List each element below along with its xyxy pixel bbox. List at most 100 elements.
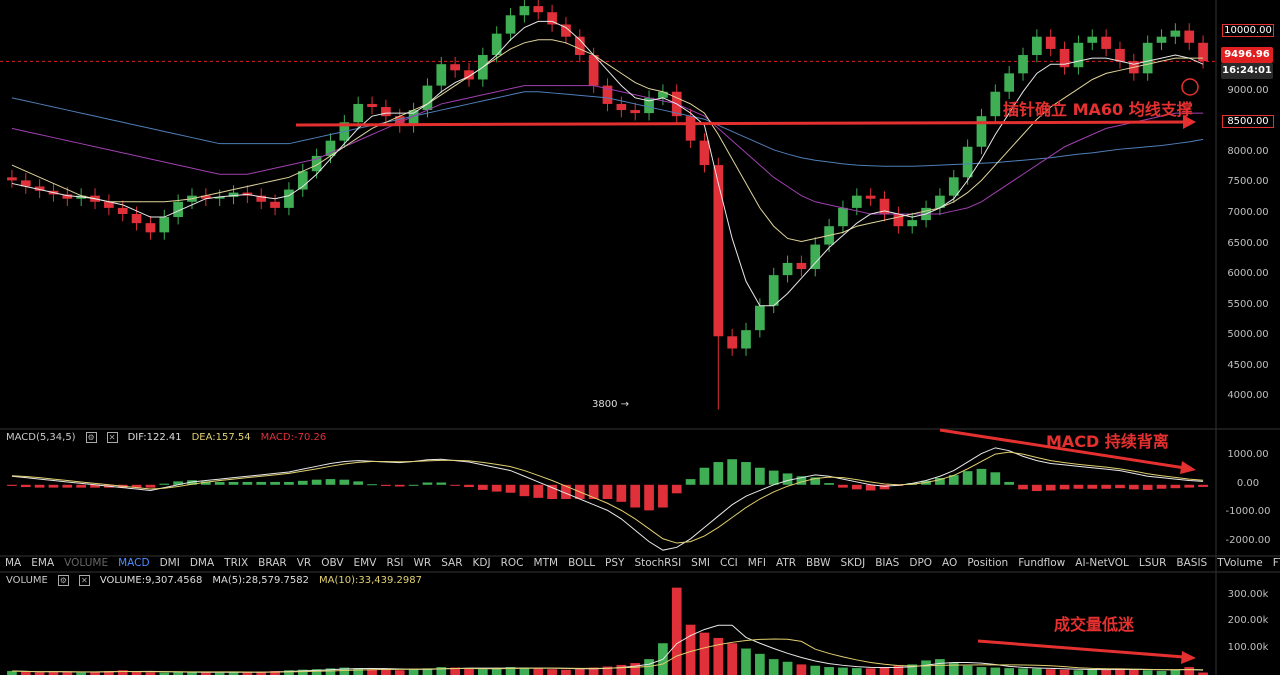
gear-icon[interactable]: ⚙	[58, 575, 69, 586]
price-tick-label: 7500.00	[1218, 176, 1278, 187]
macd-histogram-bar	[713, 462, 723, 485]
volume-bar	[1087, 670, 1097, 675]
tab-vr[interactable]: VR	[292, 557, 316, 571]
macd-histogram-bar	[215, 482, 225, 485]
tab-dma[interactable]: DMA	[185, 557, 219, 571]
tab-volume[interactable]: VOLUME	[59, 557, 113, 571]
tab-boll[interactable]: BOLL	[563, 557, 600, 571]
candle-body	[963, 147, 973, 178]
tab-bbw[interactable]: BBW	[801, 557, 835, 571]
tab-atr[interactable]: ATR	[771, 557, 801, 571]
volume-bar	[1171, 670, 1181, 675]
volume-bar	[990, 668, 1000, 675]
macd-histogram-bar	[520, 485, 530, 496]
tab-psy[interactable]: PSY	[600, 557, 629, 571]
volume-bar	[1004, 668, 1014, 675]
tab-skdj[interactable]: SKDJ	[835, 557, 870, 571]
tab-brar[interactable]: BRAR	[253, 557, 292, 571]
tab-ma[interactable]: MA	[0, 557, 26, 571]
macd-histogram-bar	[1046, 485, 1056, 491]
tab-mfi[interactable]: MFI	[743, 557, 771, 571]
volume-bar	[769, 659, 779, 675]
macd-histogram-bar	[824, 483, 834, 485]
price-tick-label: 5000.00	[1218, 329, 1278, 340]
macd-histogram-bar	[436, 483, 446, 485]
tab-wr[interactable]: WR	[409, 557, 437, 571]
tab-basis[interactable]: BASIS	[1171, 557, 1212, 571]
macd-histogram-bar	[298, 481, 308, 485]
volume-bar	[700, 633, 710, 675]
volume-bar	[838, 668, 848, 675]
macd-histogram-bar	[1018, 485, 1028, 490]
tab-bias[interactable]: BIAS	[870, 557, 904, 571]
volume-bar	[797, 664, 807, 675]
macd-histogram-bar	[159, 484, 169, 485]
candle-body	[159, 217, 169, 232]
candle-body	[589, 55, 599, 86]
volume-bar	[1184, 667, 1194, 675]
candle-body	[755, 306, 765, 330]
volume-legend: VOLUME ⚙ ✕ VOLUME:9,307.4568 MA(5):28,57…	[6, 575, 422, 586]
macd-histogram-bar	[783, 473, 793, 484]
gear-icon[interactable]: ⚙	[86, 432, 97, 443]
tab-sar[interactable]: SAR	[436, 557, 467, 571]
macd-histogram-bar	[977, 469, 987, 485]
volume-bar	[741, 649, 751, 675]
tab-dmi[interactable]: DMI	[155, 557, 185, 571]
tab-ema[interactable]: EMA	[26, 557, 59, 571]
tab-mtm[interactable]: MTM	[529, 557, 564, 571]
macd-histogram-bar	[617, 485, 627, 502]
macd-histogram-bar	[270, 482, 280, 485]
macd-legend: MACD(5,34,5) ⚙ ✕ DIF:122.41 DEA:157.54 M…	[6, 432, 326, 443]
tab-smi[interactable]: SMI	[686, 557, 715, 571]
candle-body	[506, 15, 516, 33]
tab-ftbs[interactable]: FTBS	[1268, 557, 1280, 571]
tab-kdj[interactable]: KDJ	[468, 557, 496, 571]
candle-body	[7, 177, 17, 180]
tab-position[interactable]: Position	[962, 557, 1013, 571]
volume-bar	[1157, 671, 1167, 675]
macd-histogram-bar	[1129, 485, 1139, 490]
candle-body	[381, 107, 391, 116]
volume-bar	[686, 625, 696, 675]
candle-body	[284, 190, 294, 208]
current-price-tag: 9496.96	[1221, 47, 1273, 63]
tab-dpo[interactable]: DPO	[904, 557, 937, 571]
macd-histogram-bar	[49, 485, 59, 488]
tab-tvolume[interactable]: TVolume	[1212, 557, 1267, 571]
macd-histogram-bar	[256, 482, 266, 485]
volume-bar	[1032, 669, 1042, 675]
macd-histogram-bar	[727, 459, 737, 485]
tab-roc[interactable]: ROC	[496, 557, 529, 571]
tab-macd[interactable]: MACD	[113, 557, 154, 571]
macd-histogram-bar	[700, 468, 710, 485]
macd-histogram-bar	[1004, 482, 1014, 485]
macd-histogram-bar	[1171, 485, 1181, 488]
candle-body	[658, 92, 668, 98]
macd-histogram-bar	[866, 485, 876, 491]
tab-lsur[interactable]: LSUR	[1134, 557, 1172, 571]
tab-stochrsi[interactable]: StochRSI	[629, 557, 686, 571]
close-icon[interactable]: ✕	[79, 575, 90, 586]
tab-fundflow[interactable]: Fundflow	[1013, 557, 1070, 571]
macd-histogram-bar	[852, 485, 862, 490]
candle-body	[312, 156, 322, 171]
tab-cci[interactable]: CCI	[715, 557, 743, 571]
tab-ao[interactable]: AO	[937, 557, 962, 571]
macd-histogram-bar	[533, 485, 543, 498]
macd-title: MACD(5,34,5)	[6, 432, 76, 443]
tab-trix[interactable]: TRIX	[219, 557, 253, 571]
candle-body	[118, 208, 128, 214]
tab-emv[interactable]: EMV	[349, 557, 382, 571]
candle-body	[1101, 37, 1111, 49]
tab-obv[interactable]: OBV	[316, 557, 348, 571]
candle-body	[1157, 37, 1167, 43]
volume-bar	[824, 667, 834, 675]
tab-rsi[interactable]: RSI	[381, 557, 408, 571]
close-icon[interactable]: ✕	[107, 432, 118, 443]
macd-histogram-bar	[146, 485, 156, 488]
volume-ma10: MA(10):33,439.2987	[319, 575, 422, 586]
macd-histogram-bar	[312, 480, 322, 485]
macd-histogram-bar	[589, 485, 599, 499]
tab-ai-netvol[interactable]: AI-NetVOL	[1070, 557, 1134, 571]
